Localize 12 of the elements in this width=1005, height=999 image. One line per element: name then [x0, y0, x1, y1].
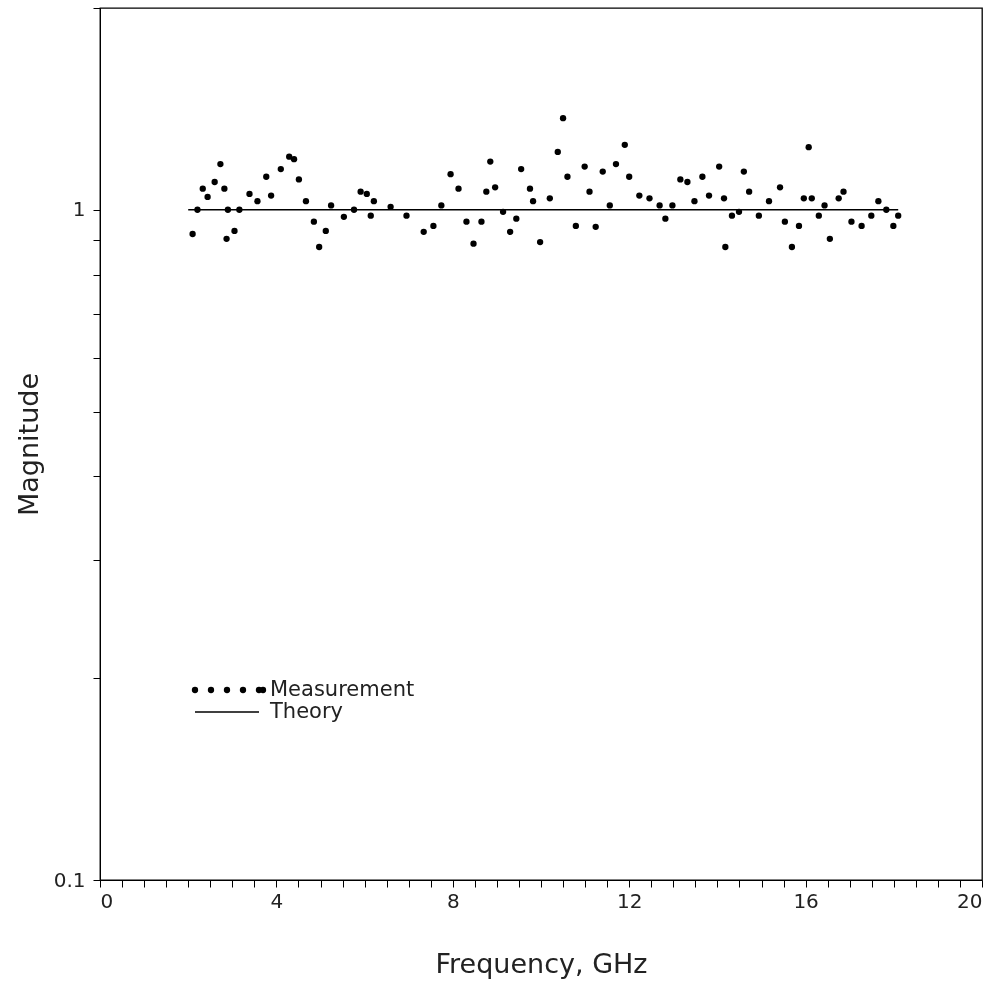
x-tick-label: 12 [616, 888, 643, 913]
x-tick-label: 0 [100, 888, 114, 913]
legend-label: Theory [269, 699, 343, 723]
x-tick-label: 4 [270, 888, 284, 913]
x-axis-title: Frequency, GHz [435, 947, 648, 979]
x-tick-label: 20 [957, 888, 983, 913]
x-tick-label: 8 [446, 888, 460, 913]
y-axis-title: Magnitude [12, 372, 44, 517]
y-tick-label: 1 [72, 197, 86, 222]
legend-label: Measurement [270, 677, 415, 701]
x-tick-label: 16 [793, 888, 819, 913]
y-tick-label: 0.1 [53, 867, 86, 892]
